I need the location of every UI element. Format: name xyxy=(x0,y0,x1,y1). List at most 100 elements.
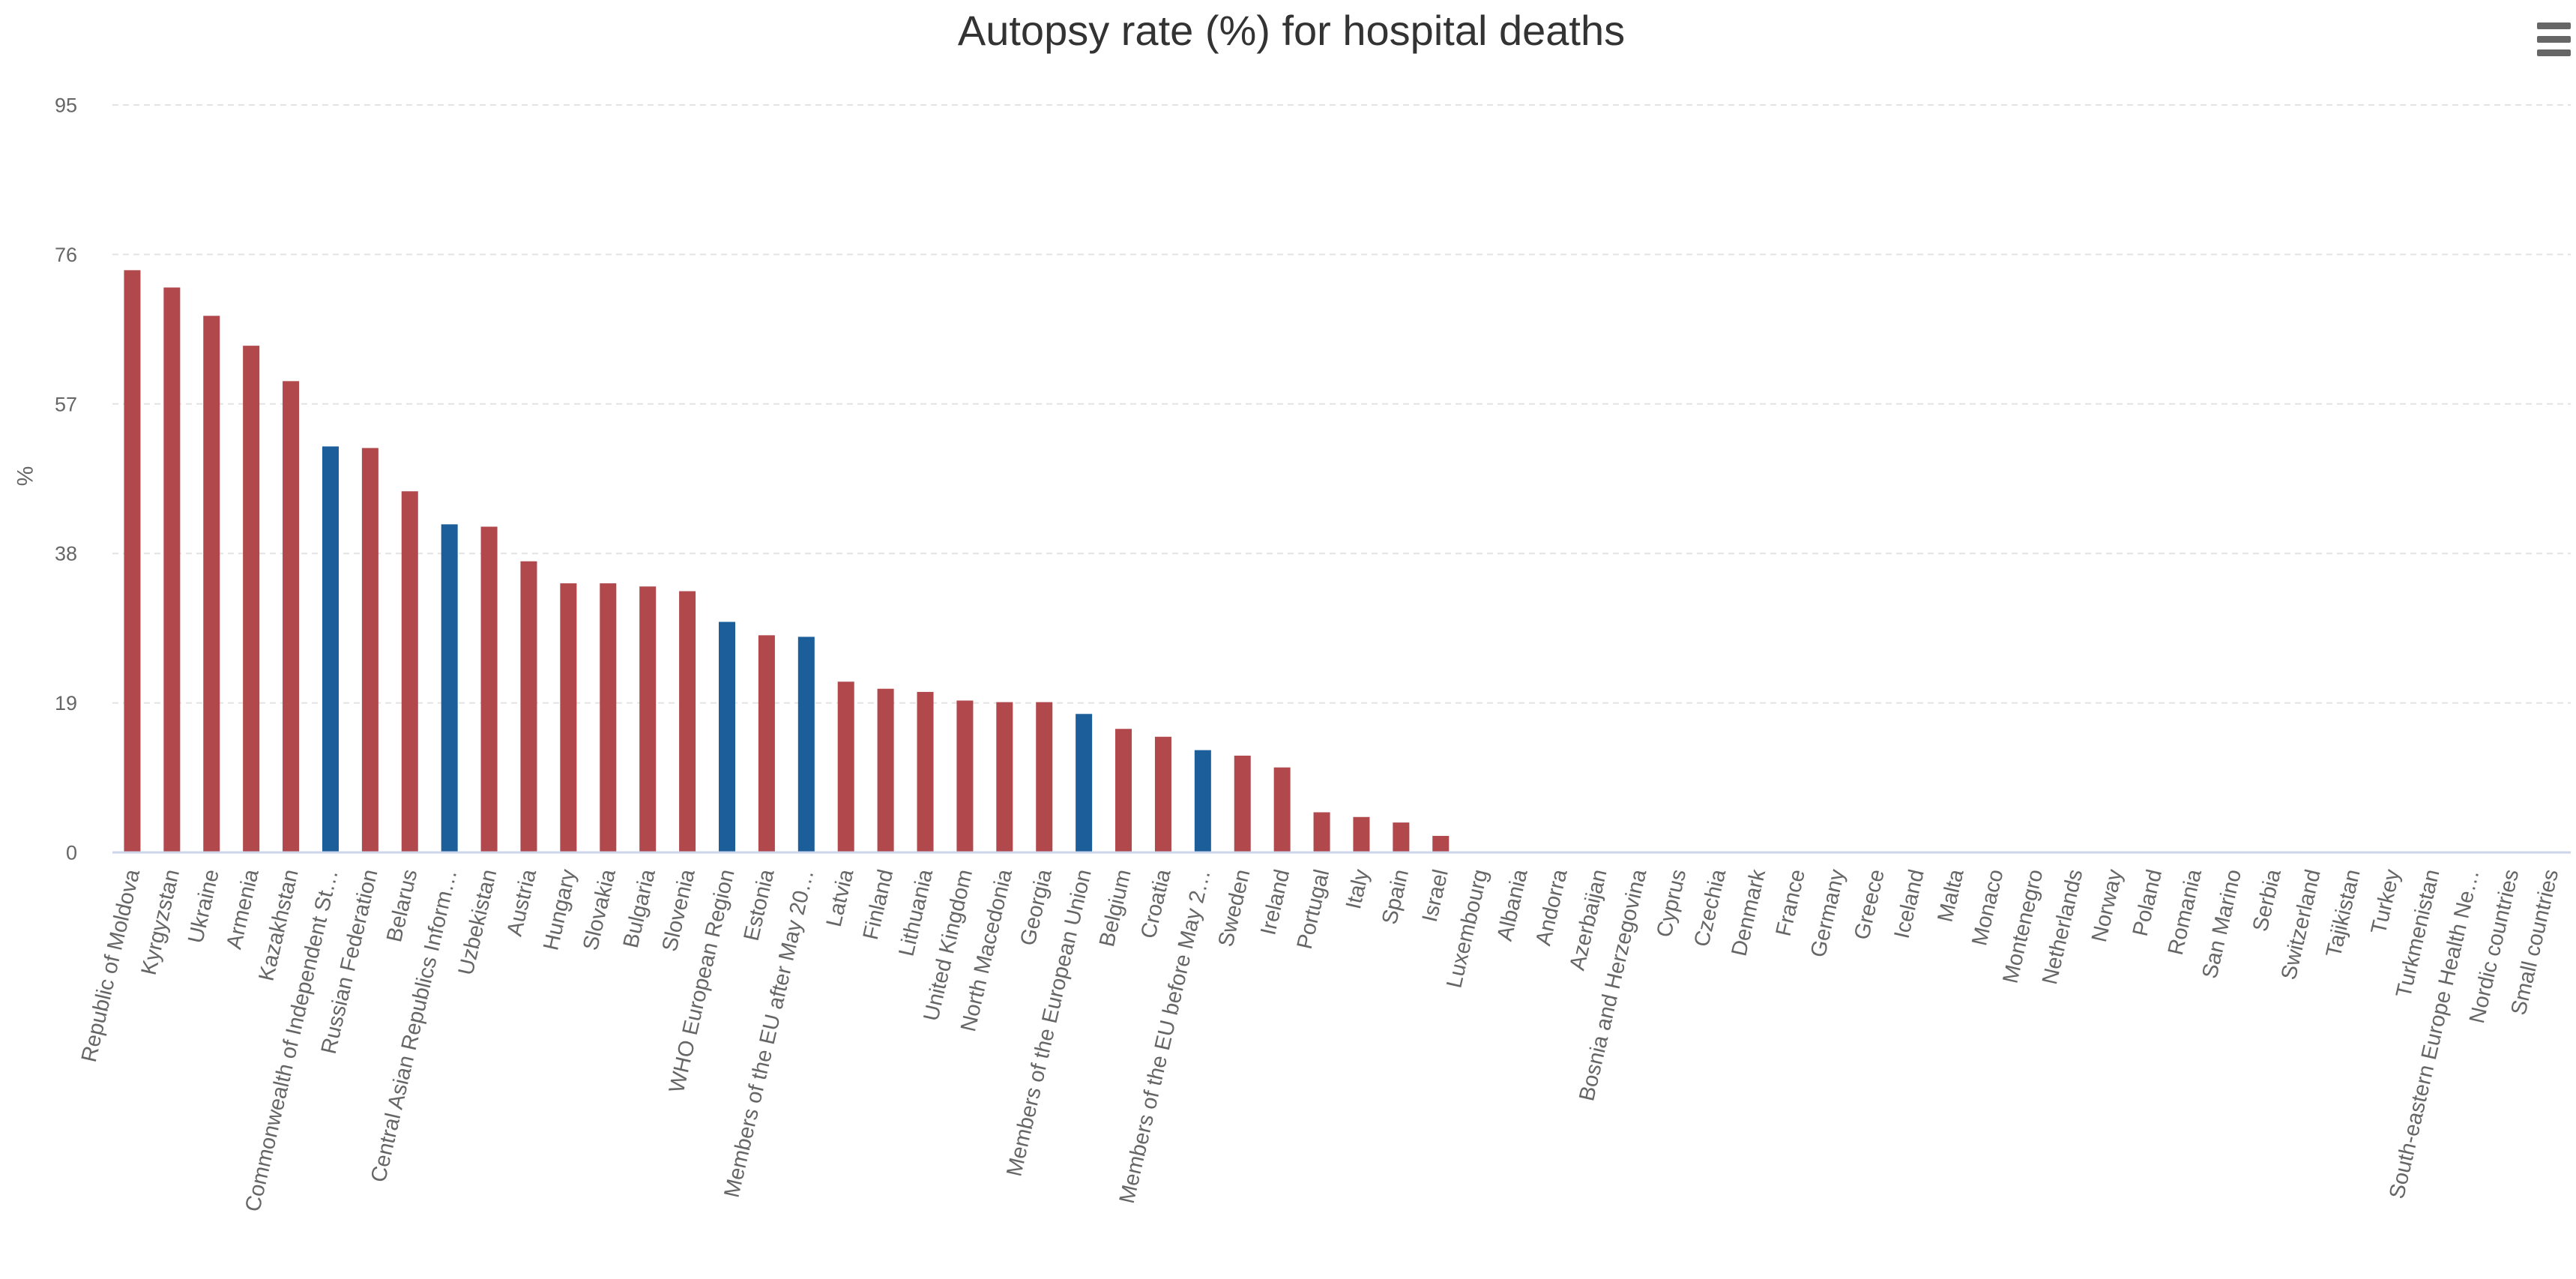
x-tick-label: Georgia xyxy=(1016,867,1058,948)
x-tick-label: Greece xyxy=(1850,867,1889,942)
bar-italy[interactable] xyxy=(1353,816,1370,852)
x-tick-label: Azerbaijan xyxy=(1566,867,1612,973)
x-tick-label: San Marino xyxy=(2198,867,2246,981)
x-tick-label: Austria xyxy=(503,867,542,939)
x-tick-label: Uzbekistan xyxy=(454,867,501,978)
x-tick-label: Members of the EU after May 20… xyxy=(720,867,819,1200)
x-tick-label: Armenia xyxy=(222,867,264,951)
bar-kazakhstan[interactable] xyxy=(283,381,300,852)
x-tick-label: Belgium xyxy=(1095,867,1136,949)
x-tick-label: Kazakhstan xyxy=(255,867,304,984)
bar-who-european-region[interactable] xyxy=(719,622,735,853)
bar-croatia[interactable] xyxy=(1154,736,1171,852)
x-tick-label: Kyrgyzstan xyxy=(137,867,184,978)
x-tick-label: Czechia xyxy=(1690,867,1731,949)
bar-ukraine[interactable] xyxy=(203,316,220,852)
x-tick-label: Italy xyxy=(1342,867,1374,912)
chart-title: Autopsy rate (%) for hospital deaths xyxy=(958,7,1625,54)
x-tick-label: Finland xyxy=(859,867,899,942)
y-tick-label: 95 xyxy=(55,94,77,116)
bar-commonwealth-of-independent-st[interactable] xyxy=(322,446,339,852)
y-tick-label: 0 xyxy=(66,841,77,864)
bar-uzbekistan[interactable] xyxy=(480,526,498,852)
x-tick-label: Central Asian Republics Inform… xyxy=(367,867,462,1185)
x-tick-label: Netherlands xyxy=(2038,867,2087,987)
gridlines xyxy=(112,104,2571,704)
x-tick-label: South-eastern Europe Health Ne… xyxy=(2385,867,2484,1201)
x-tick-label: Iceland xyxy=(1890,867,1929,941)
x-tick-label: Republic of Moldova xyxy=(77,867,145,1065)
bar-latvia[interactable] xyxy=(837,681,854,852)
bar-spain[interactable] xyxy=(1393,822,1410,852)
x-tick-label: Ukraine xyxy=(184,867,224,946)
bar-members-of-the-eu-after-may-20[interactable] xyxy=(797,637,815,852)
bar-sweden[interactable] xyxy=(1234,755,1251,852)
x-tick-label: Slovenia xyxy=(658,867,700,954)
x-tick-label: Belarus xyxy=(382,867,422,945)
bar-portugal[interactable] xyxy=(1313,812,1330,852)
x-tick-label: Sweden xyxy=(1214,867,1255,949)
y-axis-title: % xyxy=(13,466,38,487)
x-tick-label: Bulgaria xyxy=(619,867,660,951)
bar-georgia[interactable] xyxy=(1036,702,1053,852)
x-tick-label: Andorra xyxy=(1531,867,1572,948)
bar-israel[interactable] xyxy=(1432,835,1450,852)
x-tick-label: Members of the European Union xyxy=(1002,867,1096,1179)
y-tick-label: 19 xyxy=(55,692,77,714)
x-tick-label: Cyprus xyxy=(1653,867,1692,940)
menu-bar-middle xyxy=(2537,36,2571,43)
x-tick-label: Denmark xyxy=(1728,867,1771,958)
x-tick-label: Romania xyxy=(2164,867,2207,957)
bar-kyrgyzstan[interactable] xyxy=(163,287,181,853)
bar-members-of-the-european-union[interactable] xyxy=(1076,714,1093,852)
bar-belgium[interactable] xyxy=(1115,729,1132,852)
x-tick-label: Serbia xyxy=(2248,867,2286,934)
bar-ireland[interactable] xyxy=(1273,767,1291,852)
x-tick-label: Hungary xyxy=(539,867,581,952)
x-tick-label: Monaco xyxy=(1967,867,2008,948)
x-tick-label: Poland xyxy=(2129,867,2167,939)
x-tick-label: Slovakia xyxy=(579,867,621,953)
bar-armenia[interactable] xyxy=(243,346,260,852)
x-tick-label: Tajikistan xyxy=(2322,867,2365,960)
bar-lithuania[interactable] xyxy=(917,691,934,852)
x-tick-label: Estonia xyxy=(740,867,779,943)
x-tick-label: France xyxy=(1772,867,1810,939)
x-tick-label: Switzerland xyxy=(2277,867,2326,982)
bar-austria[interactable] xyxy=(520,561,537,852)
menu-bar-top xyxy=(2537,22,2571,29)
x-tick-label: Albania xyxy=(1493,867,1533,943)
x-tick-label: Spain xyxy=(1378,867,1414,927)
hamburger-menu-icon xyxy=(2537,22,2571,56)
y-tick-label: 38 xyxy=(55,543,77,565)
y-tick-label: 76 xyxy=(55,244,77,266)
bar-slovakia[interactable] xyxy=(600,583,617,852)
y-tick-label: 57 xyxy=(55,393,77,415)
bar-hungary[interactable] xyxy=(560,583,577,852)
x-tick-label: Malta xyxy=(1934,867,1969,924)
menu-bar-bottom xyxy=(2537,49,2571,56)
bar-russian-federation[interactable] xyxy=(361,448,378,852)
x-tick-label: Turkey xyxy=(2367,867,2405,936)
x-tick-label: Lithuania xyxy=(895,867,938,959)
x-tick-label: Israel xyxy=(1418,867,1453,924)
x-tick-label: Ireland xyxy=(1256,867,1294,938)
bar-series xyxy=(124,270,1450,853)
bar-republic-of-moldova[interactable] xyxy=(124,270,141,852)
x-tick-label: Latvia xyxy=(822,867,859,929)
bar-united-kingdom[interactable] xyxy=(956,700,974,852)
bar-bulgaria[interactable] xyxy=(639,586,657,852)
bar-north-macedonia[interactable] xyxy=(996,702,1013,852)
bar-belarus[interactable] xyxy=(401,491,418,852)
bar-members-of-the-eu-before-may-2[interactable] xyxy=(1194,750,1211,852)
x-tick-label: Portugal xyxy=(1293,867,1334,951)
bar-finland[interactable] xyxy=(877,688,894,852)
bar-slovenia[interactable] xyxy=(679,591,696,852)
bar-estonia[interactable] xyxy=(758,635,775,852)
x-tick-label: Germany xyxy=(1806,867,1850,960)
bar-central-asian-republics-inform[interactable] xyxy=(441,524,458,852)
y-axis-labels: 0 19 38 57 76 95 xyxy=(55,94,77,864)
chart-menu-button[interactable] xyxy=(2533,18,2575,61)
